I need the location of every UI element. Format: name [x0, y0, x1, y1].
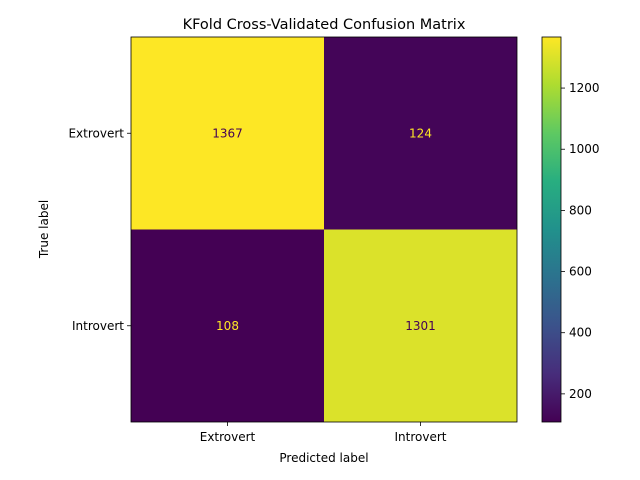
x-axis-ticks: Extrovert Introvert	[200, 422, 447, 444]
x-axis-label: Predicted label	[279, 451, 368, 465]
y-tick-label: Extrovert	[68, 126, 124, 140]
cell-value-label: 108	[216, 319, 239, 333]
x-tick-label: Extrovert	[200, 430, 256, 444]
cell-value-label: 1367	[212, 126, 243, 140]
colorbar-tick-label: 800	[569, 203, 592, 217]
colorbar-tick-label: 600	[569, 265, 592, 279]
colorbar	[541, 36, 562, 423]
heatmap-cell	[324, 37, 517, 230]
heatmap-cell	[131, 229, 324, 422]
colorbar-tick-label: 400	[569, 326, 592, 340]
plot-frame	[130, 36, 518, 423]
x-tick-label: Introvert	[395, 430, 447, 444]
y-tick-label: Introvert	[72, 319, 124, 333]
cell-value-labels: 1367 124 108 1301	[212, 126, 436, 333]
heatmap-cell	[131, 37, 324, 230]
colorbar-ticks: 200 400 600 800 1000 1200	[561, 81, 600, 401]
heatmap-cells	[131, 37, 517, 422]
y-axis-label: True label	[37, 200, 51, 259]
chart-title: KFold Cross-Validated Confusion Matrix	[183, 17, 466, 33]
y-axis-ticks: Extrovert Introvert	[68, 126, 131, 333]
colorbar-tick-label: 1200	[569, 81, 600, 95]
colorbar-tick-label: 200	[569, 387, 592, 401]
heatmap-cell	[324, 229, 517, 422]
cell-value-label: 124	[409, 126, 432, 140]
cell-value-label: 1301	[405, 319, 436, 333]
colorbar-tick-label: 1000	[569, 142, 600, 156]
